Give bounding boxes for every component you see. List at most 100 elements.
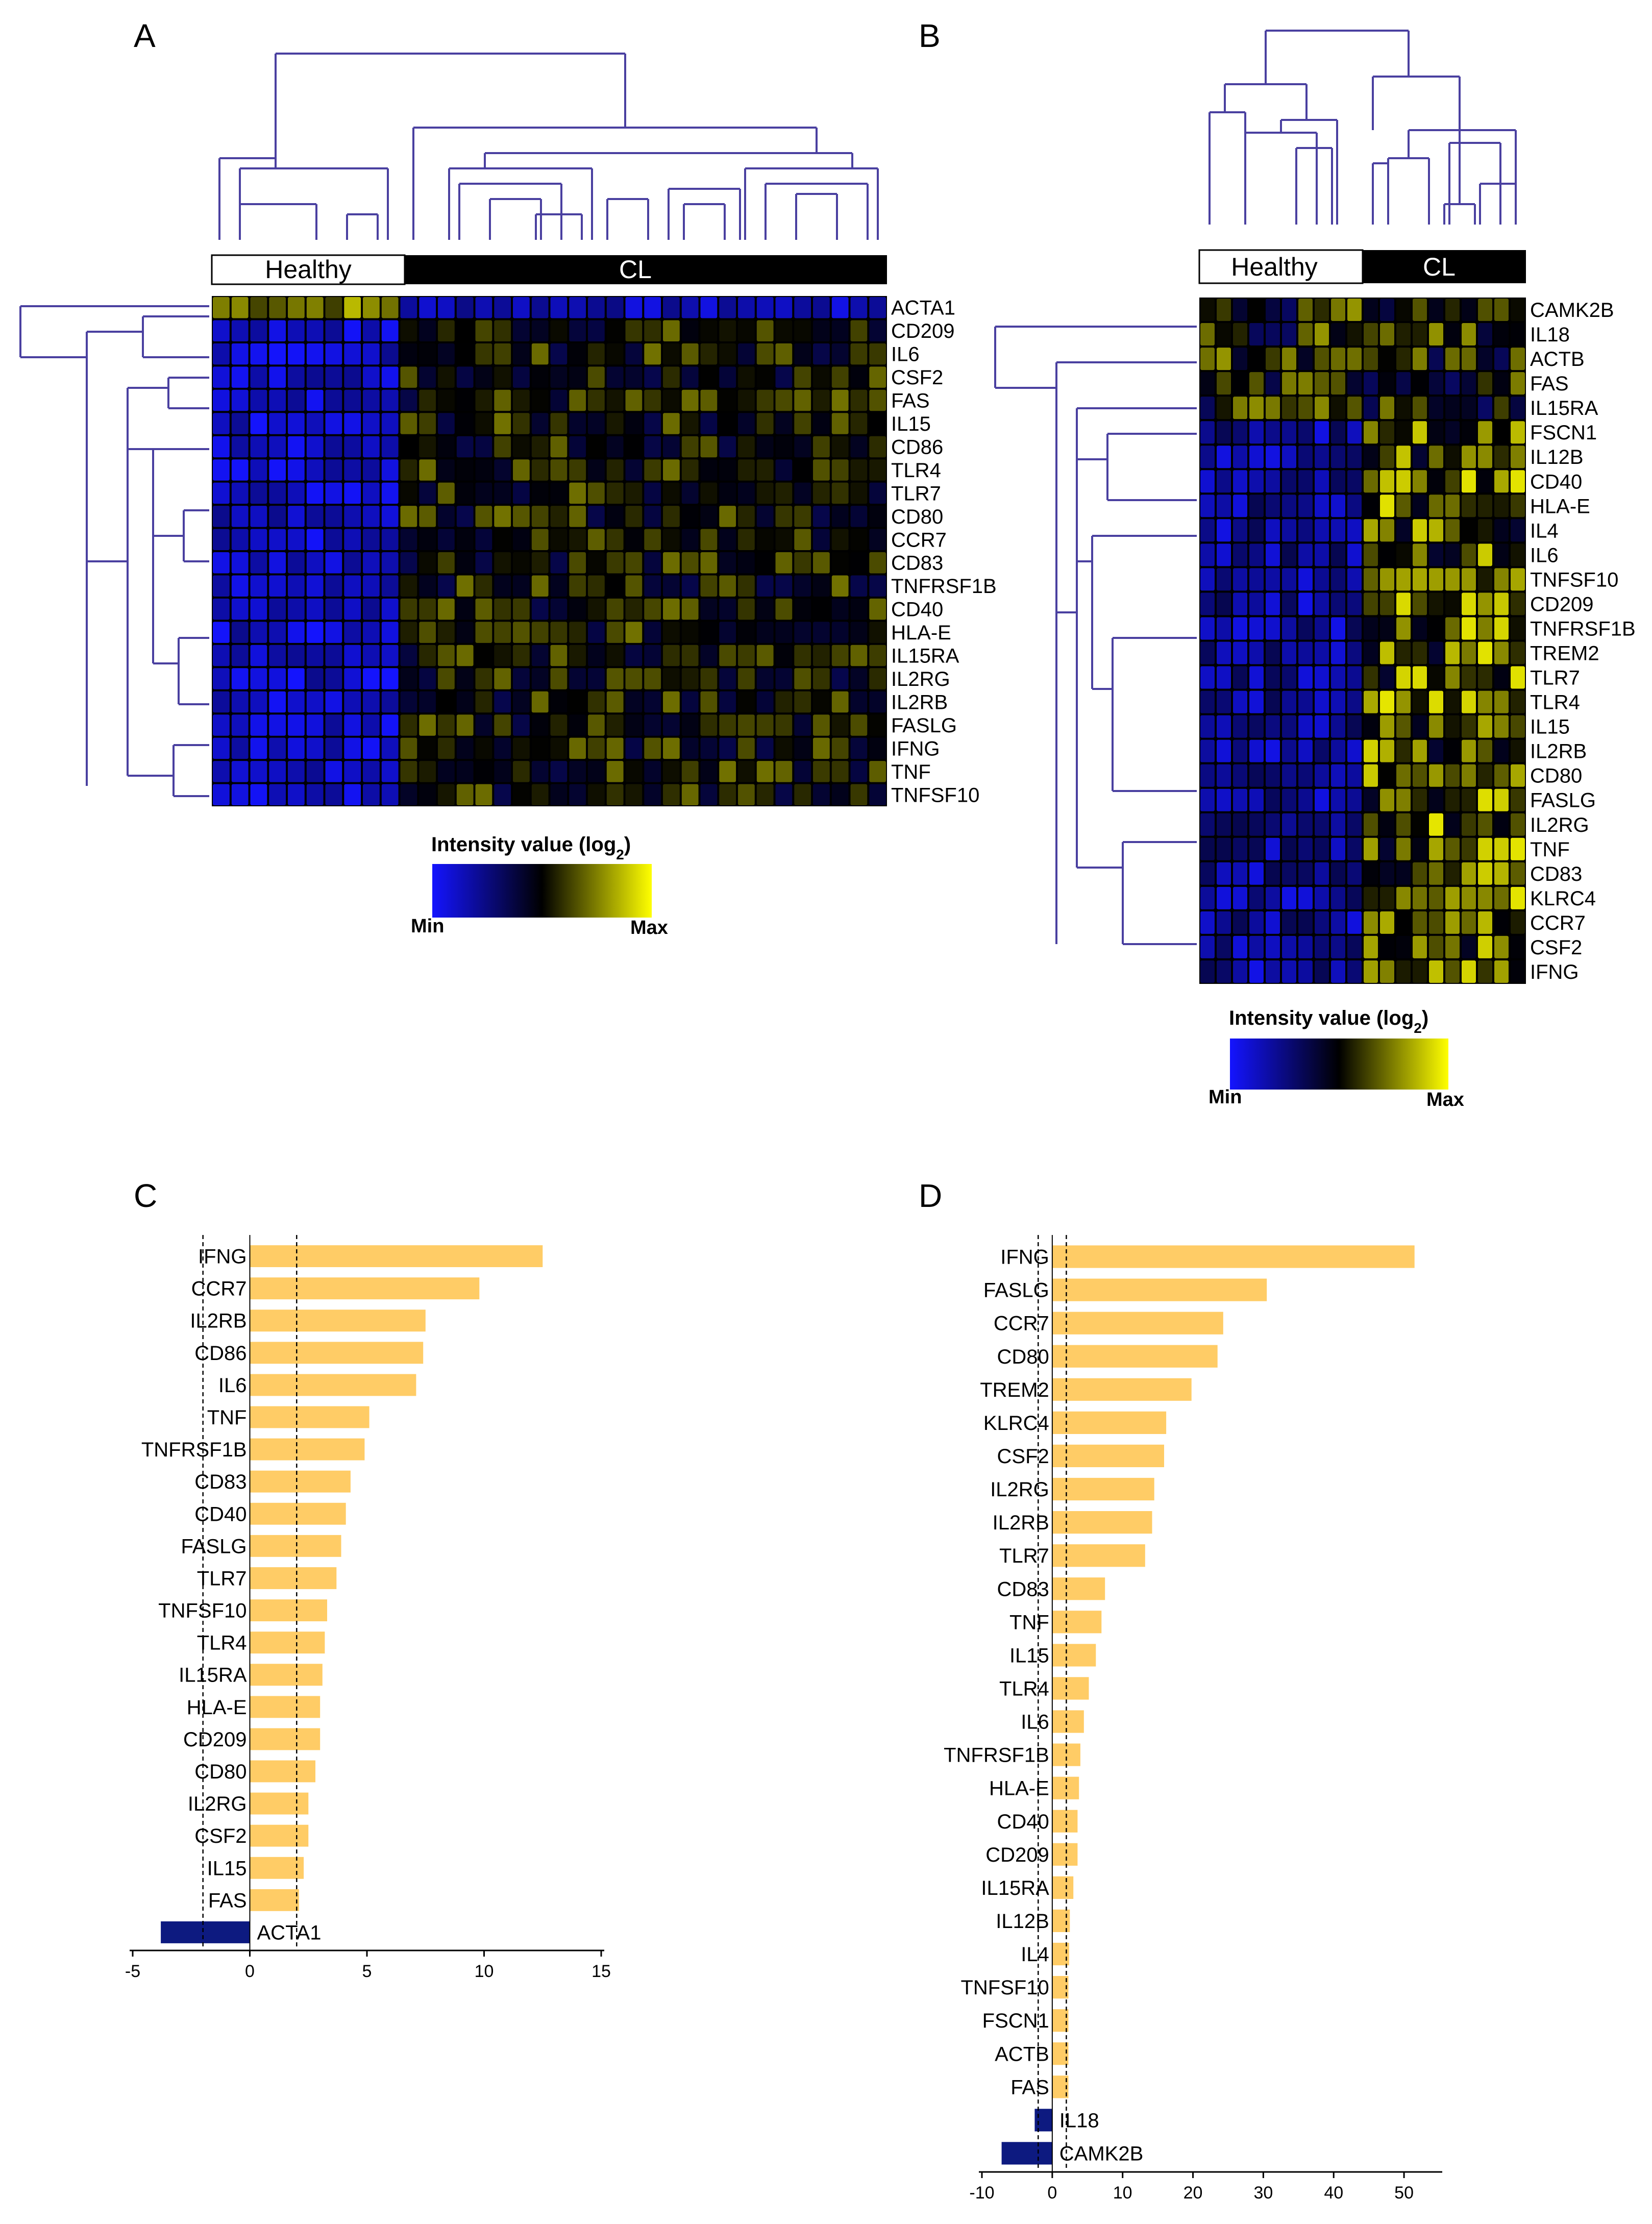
heatmap-cell — [794, 552, 811, 574]
heatmap-cell — [213, 575, 230, 597]
gene-label: CD40 — [1530, 471, 1582, 493]
heatmap-cell — [213, 436, 230, 458]
heatmap-cell — [1282, 323, 1296, 345]
heatmap-cell — [606, 598, 624, 620]
heatmap-cell — [1413, 690, 1427, 713]
heatmap-cell — [606, 761, 624, 782]
heatmap-cell — [1347, 813, 1362, 836]
heatmap-cell — [700, 552, 718, 574]
bar-cd83 — [1052, 1577, 1105, 1600]
heatmap-cell — [344, 645, 361, 666]
heatmap-cell — [400, 482, 417, 504]
bar-label: CSF2 — [997, 1445, 1049, 1468]
heatmap-cell — [1462, 519, 1476, 542]
heatmap-cell — [1494, 960, 1509, 983]
heatmap-cell — [1445, 470, 1460, 493]
heatmap-cell — [831, 506, 849, 527]
panel-b-column-dendrogram — [1209, 30, 1517, 225]
heatmap-cell — [756, 413, 774, 434]
heatmap-cell — [438, 529, 455, 550]
heatmap-cell — [1347, 739, 1362, 762]
heatmap-cell — [475, 784, 492, 805]
heatmap-cell — [1347, 495, 1362, 517]
heatmap-cell — [1200, 886, 1215, 909]
heatmap-cell — [438, 761, 455, 782]
heatmap-cell — [1315, 543, 1329, 566]
heatmap-cell — [1494, 715, 1509, 738]
heatmap-cell — [1217, 813, 1231, 836]
heatmap-cell — [1249, 495, 1264, 517]
heatmap-cell — [1331, 323, 1345, 345]
heatmap-cell — [1396, 715, 1411, 738]
heatmap-cell — [325, 343, 342, 365]
heatmap-cell — [1249, 617, 1264, 640]
heatmap-cell — [1494, 886, 1509, 909]
heatmap-cell — [1511, 543, 1525, 566]
heatmap-cell — [1364, 470, 1378, 493]
heatmap-cell — [1462, 886, 1476, 909]
heatmap-cell — [419, 366, 436, 388]
heatmap-cell — [269, 320, 286, 341]
heatmap-cell — [400, 575, 417, 597]
heatmap-cell — [475, 691, 492, 713]
heatmap-cell — [1413, 837, 1427, 860]
heatmap-cell — [250, 529, 267, 550]
heatmap-cell — [569, 598, 586, 620]
heatmap-cell — [363, 575, 380, 597]
heatmap-cell — [1494, 764, 1509, 787]
heatmap-cell — [869, 668, 886, 689]
heatmap-cell — [344, 552, 361, 574]
heatmap-cell — [456, 506, 474, 527]
panel-c-letter: C — [134, 1177, 157, 1214]
heatmap-cell — [681, 320, 699, 341]
heatmap-cell — [1380, 421, 1394, 444]
panel-a-legend-max: Max — [630, 917, 668, 938]
bar-tnf — [1052, 1611, 1102, 1634]
heatmap-cell — [1511, 911, 1525, 934]
heatmap-cell — [1217, 837, 1231, 860]
heatmap-cell — [288, 436, 305, 458]
bar-trem2 — [1052, 1378, 1192, 1401]
heatmap-cell — [644, 645, 661, 666]
heatmap-cell — [606, 482, 624, 504]
heatmap-cell — [738, 737, 755, 759]
heatmap-cell — [1413, 935, 1427, 958]
heatmap-cell — [1217, 788, 1231, 811]
heatmap-cell — [569, 297, 586, 318]
heatmap-cell — [213, 529, 230, 550]
heatmap-cell — [1445, 935, 1460, 958]
heatmap-cell — [756, 622, 774, 643]
heatmap-cell — [1347, 911, 1362, 934]
heatmap-cell — [1217, 397, 1231, 419]
heatmap-cell — [250, 389, 267, 411]
heatmap-cell — [813, 366, 830, 388]
heatmap-cell — [1282, 960, 1296, 983]
heatmap-cell — [1478, 690, 1492, 713]
heatmap-cell — [1429, 568, 1443, 591]
heatmap-cell — [1266, 862, 1280, 885]
heatmap-cell — [1233, 299, 1247, 321]
heatmap-cell — [231, 598, 249, 620]
heatmap-cell — [1233, 886, 1247, 909]
heatmap-cell — [288, 413, 305, 434]
heatmap-cell — [1217, 543, 1231, 566]
heatmap-cell — [1413, 543, 1427, 566]
panel-b-legend-max: Max — [1426, 1089, 1464, 1110]
heatmap-cell — [1233, 323, 1247, 345]
heatmap-cell — [738, 343, 755, 365]
heatmap-cell — [1200, 617, 1215, 640]
heatmap-cell — [213, 482, 230, 504]
heatmap-cell — [325, 552, 342, 574]
heatmap-cell — [419, 389, 436, 411]
heatmap-cell — [1315, 372, 1329, 395]
heatmap-cell — [250, 575, 267, 597]
heatmap-cell — [1200, 323, 1215, 345]
heatmap-cell — [756, 459, 774, 481]
heatmap-cell — [1249, 764, 1264, 787]
heatmap-cell — [306, 598, 324, 620]
heatmap-cell — [419, 552, 436, 574]
heatmap-cell — [1380, 568, 1394, 591]
heatmap-cell — [794, 784, 811, 805]
heatmap-cell — [400, 668, 417, 689]
heatmap-cell — [1380, 299, 1394, 321]
